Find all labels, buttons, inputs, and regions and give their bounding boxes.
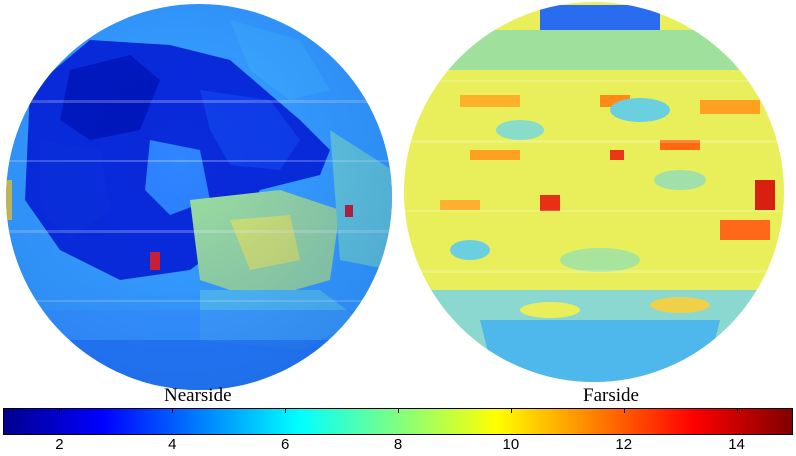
colorbar-tick-label: 10: [502, 436, 520, 453]
farside-label: Farside: [583, 385, 639, 406]
colorbar-gradient: [4, 409, 792, 434]
colorbar: [3, 408, 793, 435]
colorbar-tick-label: 8: [393, 436, 403, 453]
nearside-label: Nearside: [164, 385, 232, 406]
nearside-globe: [6, 4, 392, 390]
colorbar-tick-label: 14: [728, 436, 745, 453]
colorbar-tick-mark: [398, 408, 399, 413]
globes-svg: [6, 2, 784, 390]
colorbar-tick-mark: [59, 408, 61, 413]
colorbar-tick-label: 2: [55, 436, 64, 453]
colorbar-tick-mark: [172, 408, 174, 413]
colorbar-tick-mark: [285, 408, 287, 413]
farside-globe: [404, 2, 784, 382]
colorbar-tick-label: 12: [615, 436, 633, 453]
colorbar-tick-label: 6: [280, 436, 290, 453]
colorbar-tick-mark: [736, 408, 738, 413]
colorbar-tick-label: 4: [168, 436, 177, 453]
colorbar-tick-mark: [510, 408, 512, 413]
colorbar-tick-mark: [623, 408, 625, 413]
